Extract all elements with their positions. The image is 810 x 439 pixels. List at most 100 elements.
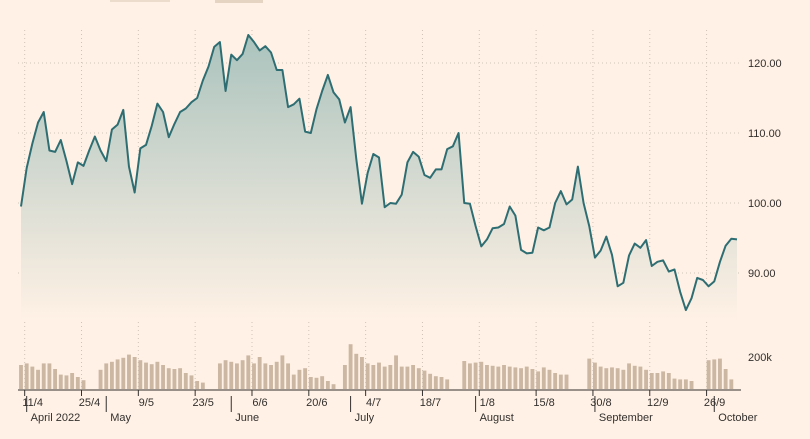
volume-bar	[479, 361, 484, 389]
volume-bar	[547, 369, 552, 389]
volume-bar	[394, 355, 398, 389]
volume-bar	[235, 363, 239, 389]
month-label: September	[599, 412, 653, 424]
price-area	[21, 35, 737, 320]
volume-bar	[627, 363, 631, 389]
volume-bar	[445, 379, 450, 389]
volume-bars	[19, 344, 734, 389]
volume-bar	[195, 381, 200, 389]
volume-bar	[81, 380, 86, 389]
volume-bar	[644, 369, 649, 389]
volume-bar	[604, 368, 609, 389]
x-tick-label: 25/4	[79, 397, 100, 409]
volume-bar	[308, 377, 313, 389]
volume-bar	[144, 362, 148, 389]
volume-bar	[553, 373, 558, 389]
month-label: August	[480, 412, 514, 424]
volume-bar	[274, 361, 279, 389]
volume-bar	[428, 373, 433, 389]
volume-bar	[689, 381, 694, 389]
volume-bar	[615, 368, 620, 389]
volume-bar	[354, 353, 359, 389]
volume-bar	[155, 361, 160, 389]
volume-bar	[621, 369, 626, 389]
volume-bar	[58, 374, 63, 389]
x-tick-label: 20/6	[306, 397, 327, 409]
volume-bar	[132, 357, 137, 389]
volume-bar	[598, 366, 603, 389]
month-label: October	[718, 412, 757, 424]
volume-bar	[47, 363, 52, 389]
volume-bar	[53, 369, 58, 389]
volume-bar	[115, 359, 120, 389]
volume-bar	[166, 368, 171, 389]
volume-bar	[269, 365, 273, 389]
volume-bar	[610, 367, 614, 389]
x-tick-label: 4/7	[366, 397, 381, 409]
volume-bar	[536, 371, 541, 389]
volume-bar	[558, 374, 563, 389]
volume-bar	[19, 365, 23, 389]
volume-bar	[252, 363, 256, 389]
volume-bar	[678, 379, 683, 389]
volume-bar	[183, 373, 188, 389]
volume-bar	[240, 360, 245, 389]
volume-bar	[314, 377, 319, 389]
x-tick-label: 1/8	[480, 397, 495, 409]
volume-bar	[342, 365, 347, 389]
volume-bar	[303, 368, 308, 389]
volume-bar	[564, 374, 569, 389]
volume-bar	[320, 376, 325, 389]
volume-bar	[490, 365, 495, 389]
volume-bar	[433, 376, 438, 389]
volume-bar	[41, 363, 46, 389]
volume-bar	[24, 363, 29, 389]
volume-bar	[530, 369, 535, 389]
y-tick-label: 120.00	[748, 58, 782, 70]
x-tick-label: 18/7	[420, 397, 441, 409]
volume-bar	[348, 344, 353, 389]
volume-bar	[655, 373, 660, 389]
volume-bar	[30, 366, 35, 389]
volume-bar	[524, 366, 529, 389]
volume-bar	[712, 359, 717, 389]
volume-bar	[297, 369, 302, 389]
volume-bar	[223, 360, 228, 389]
volume-bar	[587, 358, 592, 389]
volume-bar	[161, 365, 165, 389]
volume-bar	[286, 363, 291, 389]
volume-bar	[467, 363, 472, 389]
volume-bar	[109, 361, 114, 389]
volume-bar	[541, 367, 546, 389]
volume-bar	[593, 362, 597, 389]
volume-bar	[502, 365, 506, 389]
volume-bar	[462, 361, 467, 389]
volume-bar	[519, 368, 523, 389]
volume-bar	[496, 366, 501, 389]
volume-bar	[405, 366, 410, 389]
price-line	[20, 34, 738, 312]
volume-bar	[399, 366, 404, 389]
volume-bar	[638, 366, 643, 389]
x-tick-label: 11/4	[22, 397, 43, 409]
volume-bar	[70, 373, 75, 389]
volume-bar	[377, 362, 381, 389]
volume-bar	[178, 368, 183, 389]
y-tick-label: 100.00	[748, 198, 782, 210]
volume-bar	[649, 373, 654, 389]
volume-bar	[411, 365, 416, 389]
volume-bar	[507, 366, 512, 389]
month-label: June	[235, 412, 259, 424]
x-axis-ticks: 11/4 25/4 9/5 23/5 6/6 20/6 4/7 18/7 1/8 15/8 30/8…	[22, 390, 725, 409]
volume-bar	[382, 366, 387, 389]
volume-bar	[683, 379, 688, 389]
volume-bar	[189, 375, 194, 389]
volume-bar	[325, 381, 330, 389]
volume-bar	[75, 377, 80, 389]
volume-bar	[672, 378, 677, 389]
volume-bar	[632, 365, 637, 389]
month-labels: April 2022 May June July August September Octo…	[26, 396, 758, 424]
y-tick-label: 110.00	[748, 128, 781, 140]
month-label: May	[110, 412, 131, 424]
volume-bar	[513, 367, 518, 389]
